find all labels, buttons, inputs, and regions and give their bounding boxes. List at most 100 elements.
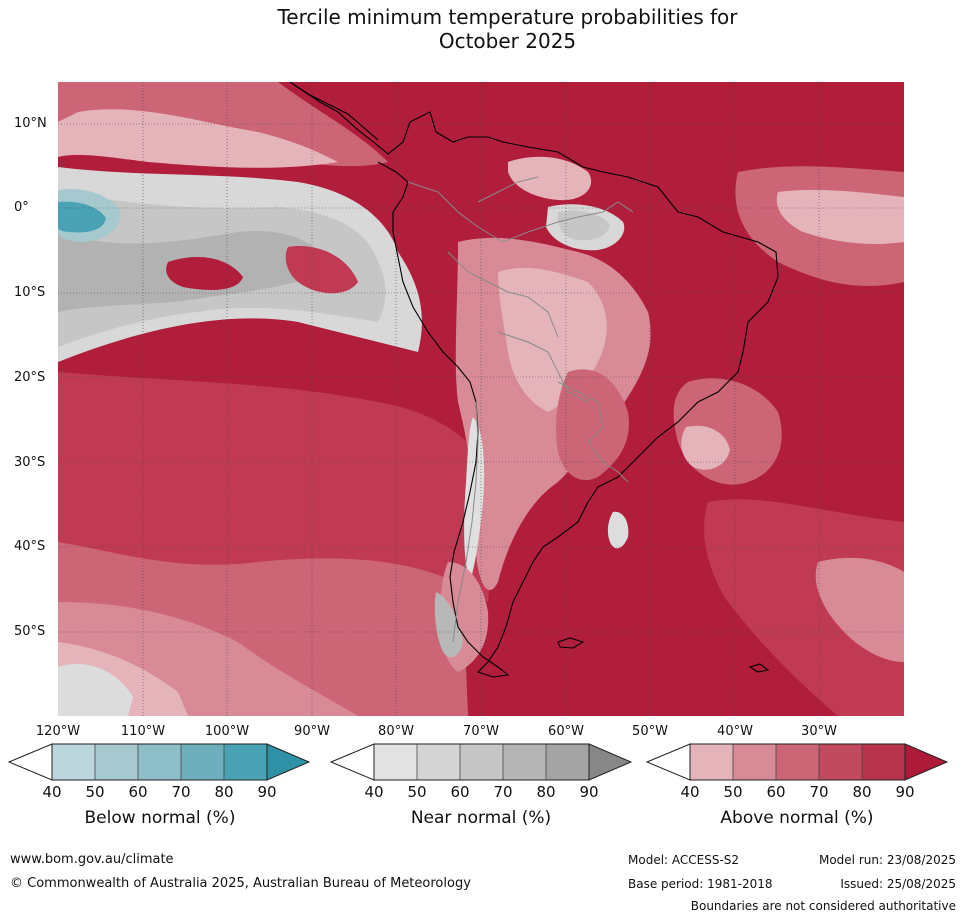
colorbar-above-under-arrow	[646, 743, 691, 781]
border-venezuela	[477, 176, 539, 203]
colorbar-near-outline	[373, 743, 590, 781]
central-america-coastline	[289, 82, 379, 141]
colorbar-above-tick-90: 90	[895, 783, 915, 801]
region-above-90-patch-pacific	[166, 257, 243, 290]
colorbar-near-tick-50: 50	[407, 783, 427, 801]
region-above-50-venezuela	[508, 156, 592, 201]
country-borders	[407, 176, 634, 643]
colorbar-near-tick-60: 60	[450, 783, 470, 801]
south-georgia-coastline	[748, 663, 770, 673]
region-below-80-pacific	[58, 201, 106, 233]
lat-label-20S: 20°S	[14, 370, 46, 385]
probability-map	[58, 82, 904, 716]
colorbar-above-tick-50: 50	[723, 783, 743, 801]
lat-label-50S: 50°S	[14, 624, 46, 639]
graticule	[58, 82, 904, 716]
region-near-60-amazon	[557, 210, 610, 241]
colorbar-above-bin-60	[776, 744, 819, 780]
colorbar-near-bin-70	[503, 744, 546, 780]
colorbar-near-tick-70: 70	[493, 783, 513, 801]
lat-label-30S: 30°S	[14, 455, 46, 470]
colorbar-near-title: Near normal (%)	[410, 808, 552, 828]
border-chile-argentina	[452, 401, 479, 643]
colorbar-below-tick-60: 60	[128, 783, 148, 801]
lon-label-50W: 50°W	[632, 724, 668, 739]
region-above-80-pacific-south	[58, 372, 498, 602]
colorbar-near-under-arrow	[330, 743, 375, 781]
border-peru-brazil	[447, 251, 559, 338]
footer-issued: Issued: 25/08/2025	[840, 877, 956, 891]
footer-base-period: Base period: 1981-2018	[628, 877, 773, 891]
region-above-70-land-central	[556, 369, 629, 481]
colorbar-below-tick-40: 40	[42, 783, 62, 801]
region-above-80-south-atlantic	[704, 499, 904, 716]
colorbar-above-outline	[689, 743, 906, 781]
lat-label-10N: 10°N	[14, 116, 47, 131]
lon-label-110W: 110°W	[120, 724, 166, 739]
colorbar-below-over-arrow	[266, 743, 310, 781]
colorbar-below-tick-90: 90	[257, 783, 277, 801]
colorbar-near-bin-80	[546, 744, 589, 780]
footer-copyright: © Commonwealth of Australia 2025, Austra…	[10, 876, 471, 891]
colorbar-near-bin-40	[374, 744, 417, 780]
chart-title-line1: Tercile minimum temperature probabilitie…	[277, 5, 738, 29]
colorbar-above-tick-40: 40	[680, 783, 700, 801]
colorbar-below-tick-70: 70	[171, 783, 191, 801]
colorbar-below-title: Below normal (%)	[84, 808, 236, 828]
border-uruguay-brazil	[587, 441, 629, 483]
colorbar-below-bin-70	[181, 744, 224, 780]
colorbar-above-title: Above normal (%)	[720, 808, 874, 828]
lon-label-30W: 30°W	[801, 724, 837, 739]
colorbar-below-bin-80	[224, 744, 267, 780]
colorbar-above-tick-60: 60	[766, 783, 786, 801]
colorbar-near-dividers	[416, 744, 547, 780]
lon-label-70W: 70°W	[463, 724, 499, 739]
colorbar-below-dividers	[94, 744, 225, 780]
lat-label-40S: 40°S	[14, 539, 46, 554]
footer-disclaimer: Boundaries are not considered authoritat…	[690, 899, 956, 913]
footer-model-run: Model run: 23/08/2025	[818, 853, 956, 867]
colorbar-below-normal	[8, 743, 310, 781]
colorbar-above-over-arrow	[904, 743, 948, 781]
lon-label-40W: 40°W	[717, 724, 753, 739]
lon-label-80W: 80°W	[378, 724, 414, 739]
south-america-coastline	[289, 82, 779, 678]
colorbar-above-bin-40	[690, 744, 733, 780]
region-near-60-patagonia	[434, 592, 463, 658]
colorbar-below-tick-80: 80	[214, 783, 234, 801]
border-guianas	[527, 201, 634, 233]
region-above-50-atlantic	[681, 425, 730, 470]
footer-model: Model: ACCESS-S2	[628, 853, 740, 867]
footer-url[interactable]: www.bom.gov.au/climate	[10, 852, 174, 867]
region-near-50-corner	[58, 663, 133, 716]
region-above-80-patch-pacific	[285, 246, 358, 294]
lon-label-90W: 90°W	[294, 724, 330, 739]
colorbar-below-outline	[51, 743, 268, 781]
lon-label-60W: 60°W	[548, 724, 584, 739]
colorbar-above-normal	[646, 743, 948, 781]
border-bolivia	[497, 331, 589, 403]
colorbar-below-bin-40	[52, 744, 95, 780]
lon-label-120W: 120°W	[35, 724, 81, 739]
colorbar-near-tick-90: 90	[579, 783, 599, 801]
colorbar-below-bin-60	[138, 744, 181, 780]
lon-label-100W: 100°W	[204, 724, 250, 739]
colorbar-above-tick-70: 70	[809, 783, 829, 801]
colorbar-below-tick-50: 50	[85, 783, 105, 801]
colorbar-above-bin-80	[862, 744, 905, 780]
border-paraguay	[557, 381, 604, 443]
lat-label-0: 0°	[14, 200, 29, 215]
falklands-coastline	[557, 637, 585, 649]
region-above-50-atlantic-northeast	[776, 189, 904, 244]
lat-label-10S: 10°S	[14, 285, 46, 300]
map-svg	[58, 82, 904, 716]
colorbar-near-tick-40: 40	[364, 783, 384, 801]
colorbar-near-normal	[330, 743, 632, 781]
colorbar-above-bin-70	[819, 744, 862, 780]
colorbar-above-bin-50	[733, 744, 776, 780]
colorbar-above-dividers	[732, 744, 863, 780]
region-near-50-plata	[607, 511, 629, 549]
colorbar-below-under-arrow	[8, 743, 53, 781]
colorbar-below-bin-50	[95, 744, 138, 780]
colorbar-above-tick-80: 80	[852, 783, 872, 801]
